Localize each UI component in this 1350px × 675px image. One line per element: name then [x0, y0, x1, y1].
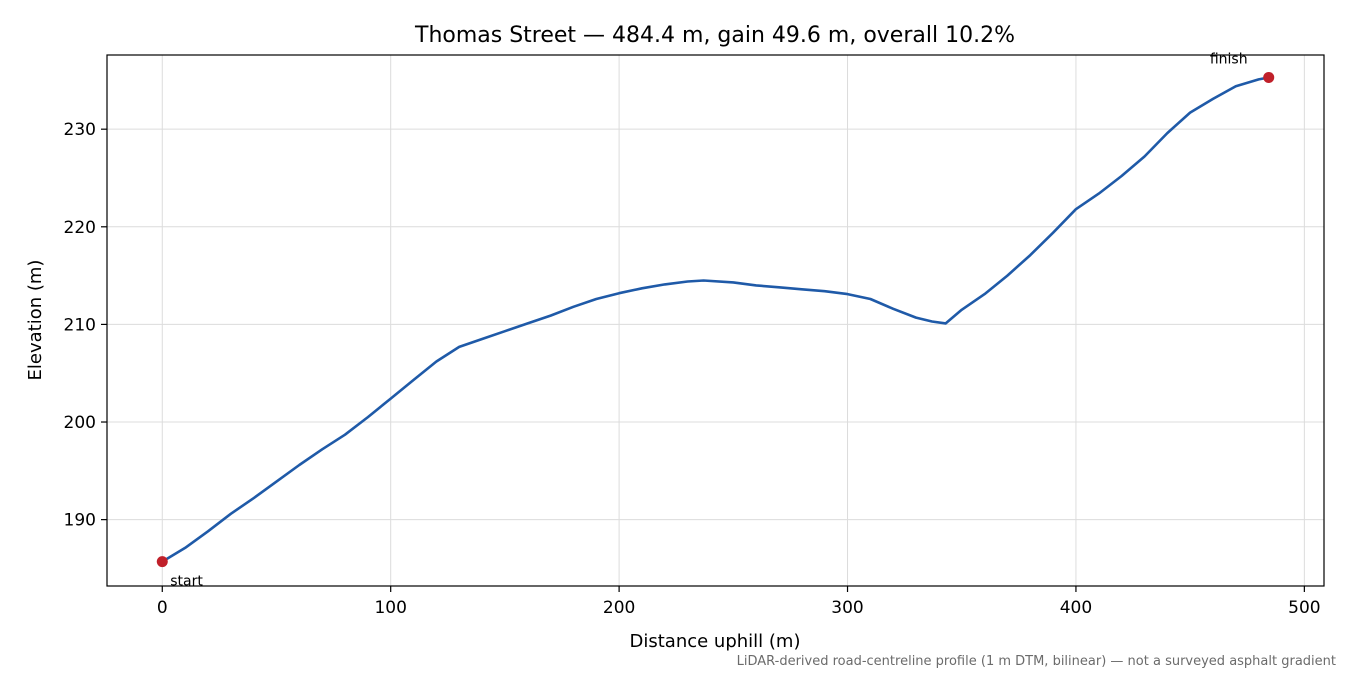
gridlines	[107, 55, 1324, 586]
x-tick-label: 100	[374, 598, 406, 618]
finish-marker	[1263, 71, 1275, 83]
y-tick-label: 190	[64, 511, 96, 531]
y-tick-label: 230	[64, 120, 96, 140]
y-axis-ticks: 190 200 210 220 230	[64, 120, 107, 531]
x-tick-label: 500	[1288, 598, 1320, 618]
x-tick-label: 0	[157, 598, 168, 618]
start-marker	[156, 556, 168, 568]
x-tick-label: 400	[1060, 598, 1092, 618]
y-tick-label: 200	[64, 413, 96, 433]
x-axis-label: Distance uphill (m)	[630, 631, 801, 652]
x-tick-label: 200	[603, 598, 635, 618]
y-axis-label: Elevation (m)	[25, 260, 46, 381]
plot-frame	[106, 54, 1325, 587]
finish-annotation: finish	[1210, 51, 1248, 67]
y-tick-label: 220	[64, 218, 96, 238]
elevation-series-line	[161, 76, 1269, 563]
x-tick-label: 300	[831, 598, 863, 618]
chart-title: Thomas Street — 484.4 m, gain 49.6 m, ov…	[414, 23, 1015, 48]
y-tick-label: 210	[64, 315, 96, 335]
footnote: LiDAR-derived road-centreline profile (1…	[737, 654, 1336, 669]
x-axis-ticks: 0 100 200 300 400 500	[157, 586, 1321, 618]
start-annotation: start	[170, 574, 203, 590]
